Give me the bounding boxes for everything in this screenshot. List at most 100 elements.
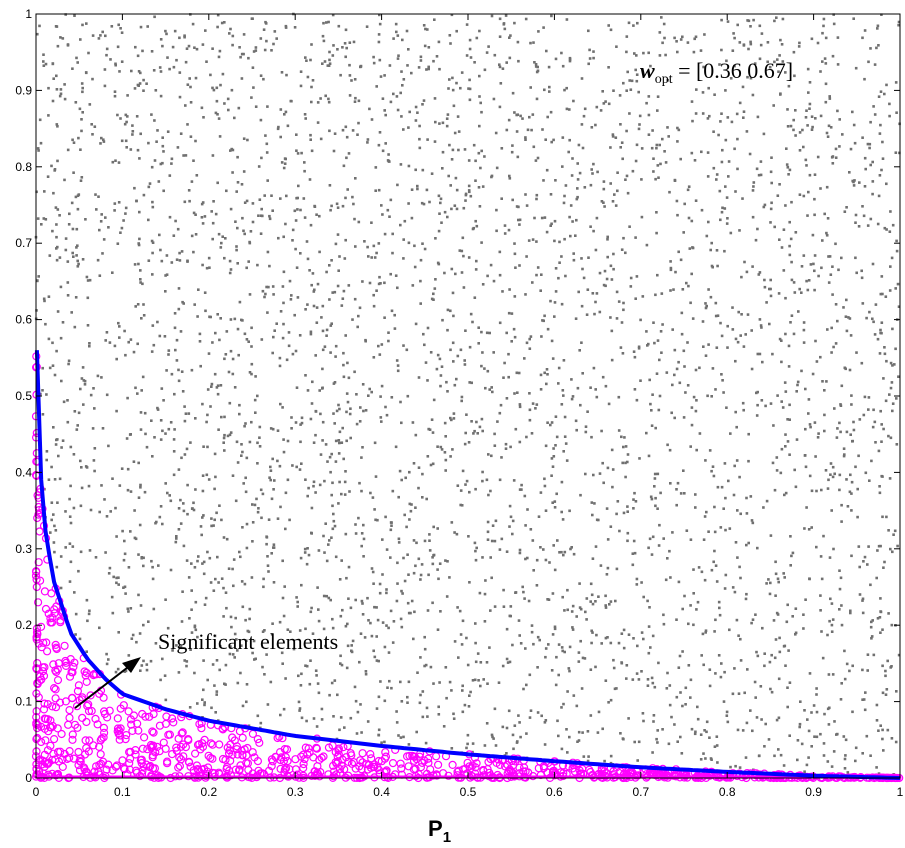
data-point [500,456,503,459]
data-point [211,663,215,666]
data-point [87,484,91,488]
data-point [335,202,339,206]
data-point [179,522,183,525]
data-point [636,759,639,762]
data-point [377,695,381,699]
data-point [592,473,595,477]
data-point [472,143,476,147]
data-point [543,477,546,481]
data-point [772,619,776,622]
data-point [142,78,145,82]
data-point [649,402,652,406]
data-point [204,309,207,313]
data-point [876,617,880,620]
data-point [881,737,884,741]
data-point [856,515,859,519]
data-point [325,270,328,274]
data-point [298,629,302,632]
data-point [165,32,168,36]
data-point [427,573,430,577]
data-point [504,442,508,446]
data-point [700,570,704,574]
data-point [223,449,226,452]
data-point [888,102,891,106]
data-point [266,105,269,108]
data-point [447,174,450,178]
data-point [461,619,465,623]
data-point [66,399,69,402]
data-point [889,547,892,551]
data-point [843,649,846,653]
data-point [474,660,478,664]
data-point [397,541,401,544]
data-point [572,258,576,262]
data-point [622,628,626,632]
data-point [622,81,625,85]
data-point [295,465,298,469]
data-point [575,218,578,222]
data-point [259,721,263,725]
data-point [535,403,539,406]
significant-point [193,740,203,749]
data-point [694,35,698,39]
data-point [233,632,237,636]
data-point [151,565,154,569]
data-point [662,622,666,626]
data-point [44,322,47,326]
data-point [741,197,744,200]
data-point [340,559,343,562]
data-point [256,462,259,465]
data-point [771,461,775,465]
data-point [339,73,342,77]
significant-point [409,752,418,761]
data-point [508,174,511,178]
significant-point [204,751,213,760]
data-point [238,403,241,407]
data-point [880,168,883,172]
data-point [367,394,370,397]
data-point [694,506,697,509]
data-point [684,391,687,394]
data-point [300,462,303,465]
data-point [389,272,392,276]
data-point [731,328,735,331]
data-point [815,360,819,363]
data-point [319,453,323,456]
data-point [671,328,674,331]
data-point [79,179,83,182]
significant-point [203,763,213,772]
data-point [719,675,723,679]
data-point [138,523,142,527]
data-point [307,486,310,490]
data-point [402,735,405,739]
data-point [581,372,584,375]
data-point [177,379,181,383]
data-point [191,22,195,26]
data-point [42,60,45,63]
data-point [552,447,555,450]
data-point [556,539,559,542]
data-point [287,331,291,334]
data-point [366,245,369,249]
data-point [784,433,787,436]
data-point [241,450,244,454]
data-point [612,267,615,271]
data-point [134,45,137,49]
data-point [468,87,472,91]
data-point [183,200,187,204]
significant-point [63,720,73,729]
data-point [676,481,680,485]
data-point [236,226,239,230]
data-point [325,328,329,332]
data-point [890,623,894,627]
data-point [876,24,880,28]
data-point [604,604,607,607]
points-layer [34,12,901,779]
data-point [396,582,399,585]
data-point [129,148,133,151]
data-point [706,175,710,178]
data-point [838,473,842,477]
data-point [55,88,59,91]
data-point [313,205,317,208]
data-point [211,154,215,157]
